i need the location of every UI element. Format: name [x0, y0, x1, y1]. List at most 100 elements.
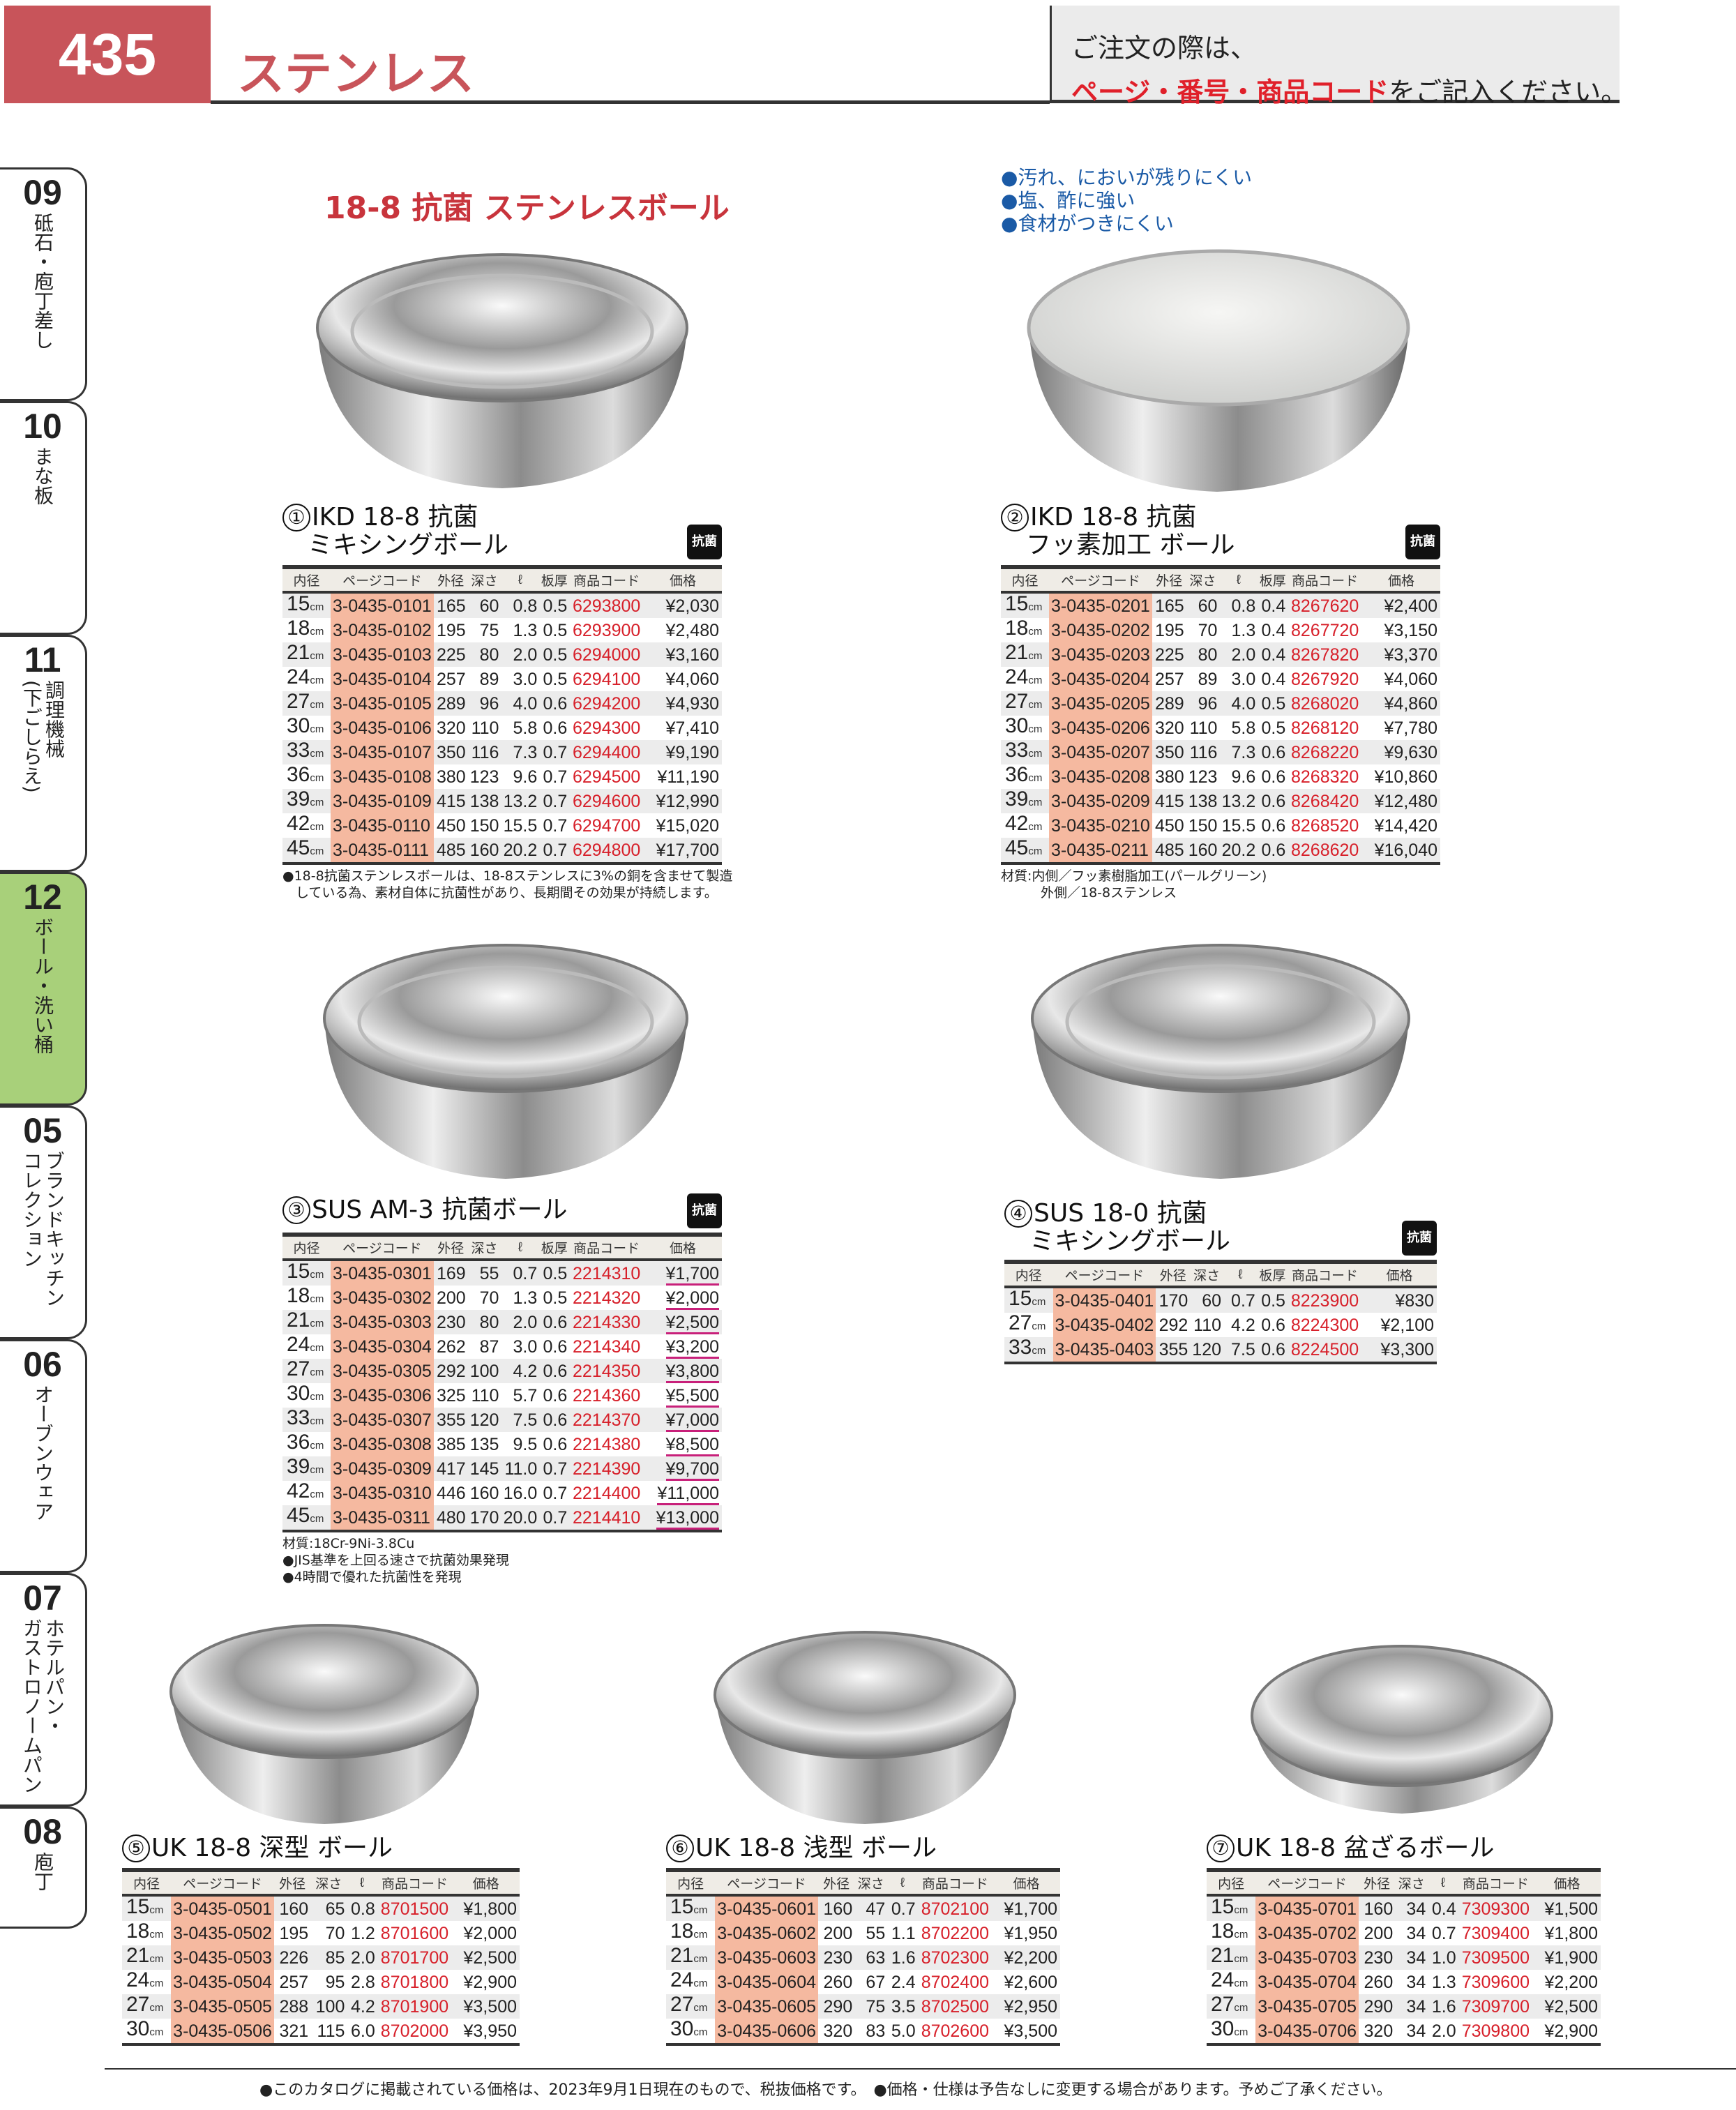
- spec-cell: 1.0: [1428, 1945, 1458, 1970]
- spec-cell: 350: [1152, 740, 1186, 764]
- table-row: 18cm 3-0435-0202 195 70 1.3 0.4 8267720 ¥3,150: [1001, 618, 1440, 642]
- spec-cell: 138: [1186, 789, 1220, 813]
- table-row: 30cm 3-0435-0606 320 83 5.0 8702600 ¥3,500: [666, 2019, 1060, 2044]
- spec-cell: 4.0: [501, 691, 540, 716]
- spec-cell: 1.3: [513, 1288, 538, 1308]
- size-unit: cm: [149, 1953, 164, 1965]
- price-value: ¥3,150: [1384, 620, 1437, 640]
- spec-cell: 3.0: [513, 1336, 538, 1357]
- price-cell: ¥830: [1362, 1287, 1437, 1313]
- tab-labels: ブランドキッチン コレクション: [20, 1151, 66, 1307]
- tab-number: 11: [24, 640, 61, 679]
- price-value: ¥1,800: [1544, 1923, 1598, 1943]
- size-cell: 18cm: [287, 1284, 324, 1307]
- price-value: ¥2,500: [1544, 1996, 1598, 2017]
- size-unit: cm: [310, 1513, 324, 1525]
- tab-10[interactable]: 10 まな板: [0, 401, 87, 635]
- product-code-cell: 6294600: [569, 789, 644, 813]
- product-code-cell: 8702600: [921, 2021, 990, 2041]
- price-cell: ¥13,000: [644, 1505, 722, 1531]
- spec-cell: 0.7: [539, 789, 570, 813]
- spec-cell: 110: [1189, 718, 1218, 738]
- table-row: 21cm 3-0435-0703 230 34 1.0 7309500 ¥1,900: [1207, 1945, 1601, 1970]
- tab-09[interactable]: 09 砥石・庖丁差し: [0, 167, 87, 401]
- size-unit: cm: [310, 1366, 324, 1378]
- price-cell: ¥11,000: [644, 1481, 722, 1505]
- column-header: 価格: [1362, 567, 1440, 594]
- product-code-cell: 2214320: [573, 1288, 641, 1308]
- bowl-image-6: [714, 1631, 1016, 1824]
- page-code-cell: 3-0435-0305: [331, 1359, 434, 1383]
- column-header: 内径: [1207, 1870, 1256, 1897]
- spec-cell: 485: [433, 838, 468, 864]
- table-row: 36cm 3-0435-0208 380 123 9.6 0.6 8268320 ¥10,86…: [1001, 764, 1440, 789]
- product-title: ④ SUS 18-0 抗菌 ミキシングボール: [1004, 1200, 1437, 1256]
- price-value: ¥3,300: [1380, 1339, 1434, 1359]
- product-title: ① IKD 18-8 抗菌 ミキシングボール: [282, 504, 722, 559]
- size-unit: cm: [1234, 1929, 1248, 1941]
- size-unit: cm: [310, 1342, 324, 1354]
- spec-cell: 325: [436, 1385, 466, 1406]
- tab-05[interactable]: 05 ブランドキッチン コレクション: [0, 1106, 87, 1339]
- product-number: ⑦: [1207, 1834, 1235, 1862]
- size-cell: 18cm: [126, 1920, 164, 1943]
- spec-cell: 165: [1152, 592, 1186, 618]
- tab-07[interactable]: 07 ホテルパン・ ガストロノームパン: [0, 1573, 87, 1807]
- product-code-cell: 6294500: [573, 767, 641, 787]
- price-value: ¥1,500: [1544, 1899, 1598, 1919]
- table-row: 24cm 3-0435-0604 260 67 2.4 8702400 ¥2,600: [666, 1970, 1060, 1994]
- size-cell: 45cm: [282, 1505, 331, 1531]
- spec-cell: 55: [866, 1923, 886, 1943]
- page-code-cell: 3-0435-0110: [331, 813, 434, 838]
- column-header: ℓ: [1223, 1262, 1258, 1288]
- tab-12[interactable]: 12 ボール・洗い桶: [0, 872, 87, 1106]
- spec-cell: 16.0: [503, 1483, 538, 1503]
- product-code-cell: 7309400: [1461, 1923, 1530, 1943]
- product-name: UK 18-8 深型 ボール: [151, 1834, 393, 1862]
- spec-cell: 138: [467, 789, 501, 813]
- spec-cell: 110: [1193, 1315, 1222, 1335]
- size-cell: 42cm: [287, 812, 324, 835]
- spec-cell: 260: [1364, 1972, 1394, 1992]
- price-value: ¥2,500: [665, 1312, 719, 1334]
- table-row: 21cm 3-0435-0303 230 80 2.0 0.6 2214330 ¥2,500: [282, 1310, 722, 1334]
- page-code-cell: 3-0435-0109: [331, 789, 434, 813]
- product-code-cell: 6294300: [573, 718, 641, 738]
- spec-cell: 446: [436, 1483, 466, 1503]
- spec-cell: 2.0: [1431, 2021, 1456, 2041]
- size-cell: 33cm: [1004, 1337, 1053, 1363]
- table-row: 39cm 3-0435-0109 415 138 13.2 0.7 6294600 ¥12,9…: [282, 789, 722, 813]
- tab-11[interactable]: 11 調理機械 (下ごしらえ): [0, 635, 87, 872]
- price-cell: ¥15,020: [644, 813, 722, 838]
- size-cell: 45cm: [282, 838, 331, 864]
- spec-cell: 355: [1156, 1337, 1191, 1363]
- spec-cell: 0.6: [1258, 789, 1288, 813]
- tab-labels: 砥石・庖丁差し: [31, 213, 54, 349]
- tab-06[interactable]: 06 オーブンウェア: [0, 1339, 87, 1573]
- spec-cell: 34: [1395, 1895, 1428, 1921]
- price-value: ¥2,500: [463, 1947, 517, 1968]
- page-code-cell: 3-0435-0704: [1255, 1970, 1359, 1994]
- spec-cell: 1.3: [1431, 1972, 1456, 1992]
- price-cell: ¥2,480: [644, 618, 722, 642]
- category-title: ステンレス: [237, 47, 475, 102]
- column-header: 深さ: [467, 1235, 501, 1261]
- spec-cell: 135: [469, 1434, 499, 1454]
- spec-cell: 9.6: [513, 767, 538, 787]
- column-header: 内径: [1001, 567, 1049, 594]
- spec-cell: 1.3: [1231, 620, 1256, 640]
- spec-cell: 7.5: [1223, 1337, 1258, 1363]
- spec-cell: 0.7: [887, 1895, 918, 1921]
- order-note-line2: ページ・番号・商品コードをご記入ください。: [1071, 70, 1627, 109]
- price-value: ¥2,600: [1004, 1972, 1057, 1992]
- tab-08[interactable]: 08 庖丁: [0, 1807, 87, 1929]
- page-code-cell: 3-0435-0103: [331, 642, 434, 667]
- price-value: ¥9,700: [665, 1459, 719, 1481]
- spec-cell: 0.7: [539, 1505, 570, 1531]
- price-value: ¥4,930: [665, 693, 719, 714]
- table-row: 42cm 3-0435-0210 450 150 15.5 0.6 8268520 ¥14,4…: [1001, 813, 1440, 838]
- price-value: ¥3,500: [1004, 2021, 1057, 2041]
- size-unit: cm: [693, 1904, 708, 1916]
- size-cell: 24cm: [126, 1968, 164, 1991]
- price-cell: ¥2,100: [1362, 1313, 1437, 1337]
